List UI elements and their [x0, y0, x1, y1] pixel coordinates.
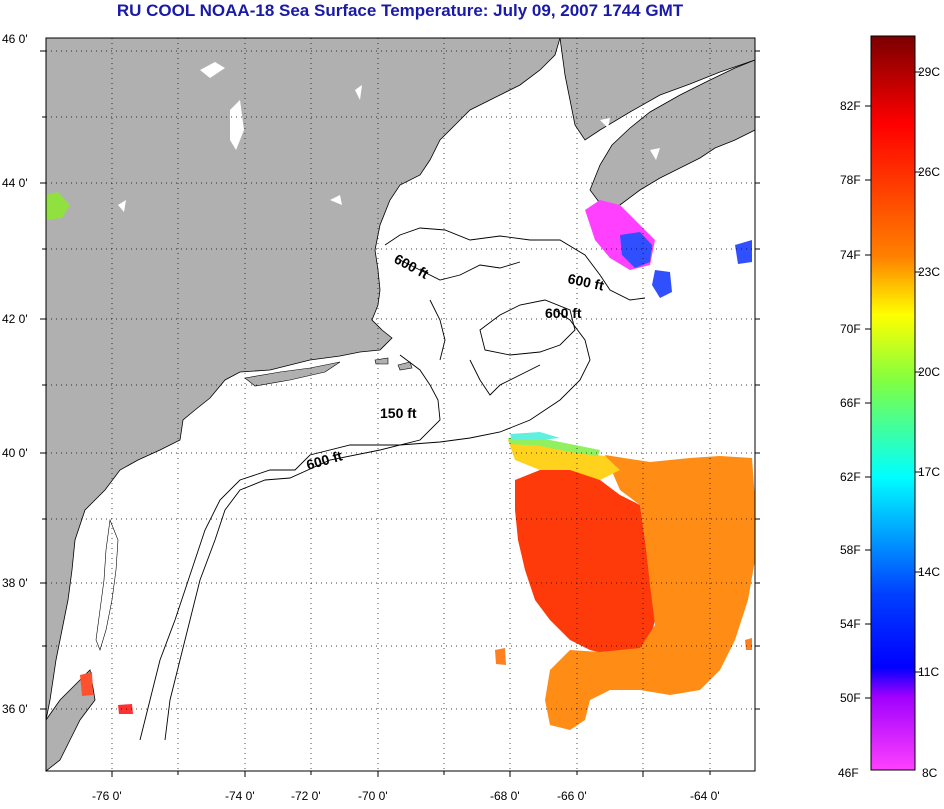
lon-label-64: -64 0' — [690, 789, 720, 803]
cb-f-62: 62F — [840, 470, 861, 484]
isobath-label-3: 600 ft — [545, 305, 582, 321]
land-new-brunswick — [559, 38, 755, 141]
sst-yellow-band — [508, 440, 620, 480]
map-frame — [45, 37, 756, 772]
sst-spot-2 — [80, 672, 93, 696]
cb-f-46: 46F — [838, 766, 859, 780]
cb-c-23: 23C — [918, 265, 940, 279]
land-mainland — [46, 38, 561, 721]
lon-label-72: -72 0' — [291, 789, 321, 803]
sst-cold-patch-blue — [620, 232, 752, 298]
map-title: RU COOL NOAA-18 Sea Surface Temperature:… — [116, 1, 684, 20]
lon-label-76: -76 0' — [92, 789, 122, 803]
lat-label-40: 40 0' — [2, 446, 28, 460]
isobath-contours — [139, 227, 646, 741]
cb-c-29: 29C — [918, 65, 940, 79]
lon-label-66: -66 0' — [557, 789, 587, 803]
cb-f-66: 66F — [840, 396, 861, 410]
land-long-island — [244, 361, 341, 387]
cb-f-70: 70F — [840, 322, 861, 336]
sst-green-band — [508, 436, 600, 456]
cb-f-54: 54F — [840, 617, 861, 631]
sst-cyan-edge — [510, 432, 560, 440]
land-nova-scotia — [589, 59, 755, 211]
lat-label-38: 38 0' — [2, 576, 28, 590]
chesapeake-bay — [95, 518, 119, 651]
lat-label-46: 46 0' — [2, 32, 28, 46]
isobath-label-4: 150 ft — [380, 405, 417, 421]
cb-c-11: 11C — [918, 665, 939, 679]
lat-label-36: 36 0' — [2, 702, 28, 716]
cb-c-14: 14C — [918, 565, 940, 579]
sst-spot-4 — [745, 638, 752, 650]
cb-f-58: 58F — [840, 543, 861, 557]
lon-label-68: -68 0' — [490, 789, 520, 803]
lat-label-44: 44 0' — [2, 176, 28, 190]
sst-patches — [46, 192, 755, 730]
sst-orange-east — [545, 455, 755, 730]
cb-f-78: 78F — [840, 173, 861, 187]
sst-warm-mass — [515, 468, 655, 655]
sst-left-green — [46, 192, 70, 220]
graticule — [46, 38, 755, 771]
lon-label-74: -74 0' — [225, 789, 255, 803]
cb-c-8: 8C — [922, 766, 938, 780]
cb-c-26: 26C — [918, 165, 940, 179]
cb-c-20: 20C — [918, 365, 940, 379]
isobath-label-2: 600 ft — [566, 270, 605, 293]
cb-f-82: 82F — [840, 99, 861, 113]
lon-label-70: -70 0' — [358, 789, 388, 803]
colorbar-ticks — [865, 71, 921, 699]
cb-c-17: 17C — [918, 465, 940, 479]
lat-label-42: 42 0' — [2, 312, 28, 326]
cb-f-74: 74F — [840, 248, 861, 262]
land-islands — [374, 357, 413, 371]
cb-f-50: 50F — [840, 691, 861, 705]
colorbar — [870, 35, 916, 771]
sst-spot-1 — [495, 648, 506, 665]
sst-spot-3 — [118, 704, 133, 714]
frame-ticks — [40, 50, 760, 777]
